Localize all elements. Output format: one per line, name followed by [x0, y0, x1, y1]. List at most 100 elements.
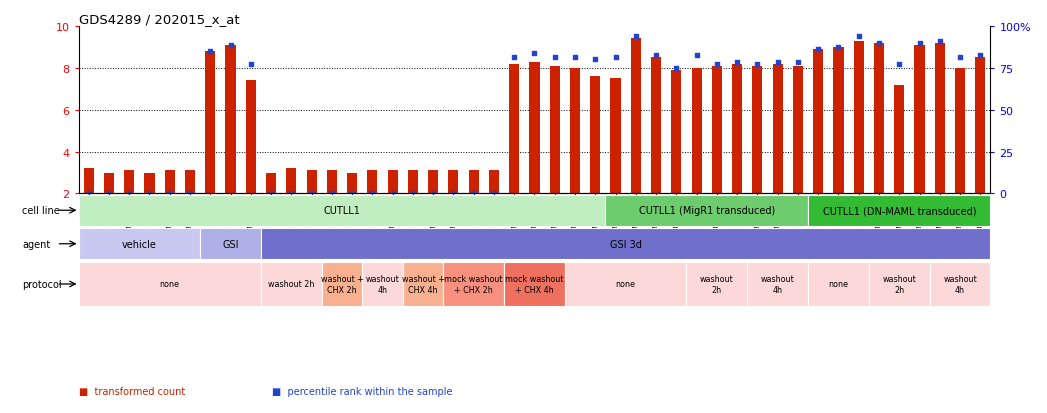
Point	[343, 191, 360, 197]
Bar	[550, 66, 560, 194]
Bar	[367, 171, 377, 194]
Text: CUTLL1: CUTLL1	[324, 206, 360, 216]
Bar	[955, 69, 965, 194]
Bar	[225, 46, 236, 194]
Point	[830, 45, 847, 51]
Bar	[591, 77, 600, 194]
Bar	[853, 41, 864, 194]
Bar	[84, 169, 94, 194]
Point	[627, 34, 644, 40]
Text: washout
2h: washout 2h	[700, 275, 734, 294]
Bar	[504, 263, 565, 306]
Point	[243, 61, 260, 68]
Bar	[125, 171, 134, 194]
Bar	[200, 229, 261, 259]
Bar	[935, 43, 944, 194]
Bar	[930, 263, 990, 306]
Bar	[469, 171, 478, 194]
Bar	[321, 263, 362, 306]
Bar	[79, 263, 261, 306]
Bar	[914, 46, 925, 194]
Point	[648, 53, 665, 59]
Text: GDS4289 / 202015_x_at: GDS4289 / 202015_x_at	[79, 13, 239, 26]
Bar	[753, 66, 762, 194]
Bar	[104, 173, 114, 194]
Point	[161, 191, 178, 197]
Point	[729, 59, 745, 66]
Point	[120, 191, 137, 197]
Point	[789, 59, 806, 66]
Text: CUTLL1 (MigR1 transduced): CUTLL1 (MigR1 transduced)	[639, 206, 775, 216]
Bar	[261, 263, 321, 306]
Point	[283, 191, 299, 197]
Point	[911, 40, 928, 47]
Bar	[565, 263, 687, 306]
Bar	[814, 50, 823, 194]
Point	[181, 191, 198, 197]
Bar	[732, 64, 742, 194]
Bar	[79, 195, 605, 226]
Text: GSI 3d: GSI 3d	[609, 239, 642, 249]
Point	[465, 191, 482, 197]
Bar	[651, 58, 661, 194]
Point	[952, 55, 968, 62]
Bar	[79, 229, 200, 259]
Text: washout +
CHX 4h: washout + CHX 4h	[402, 275, 445, 294]
Bar	[692, 69, 701, 194]
Point	[709, 61, 726, 68]
Text: CUTLL1 (DN-MAML transduced): CUTLL1 (DN-MAML transduced)	[823, 206, 976, 216]
Bar	[164, 171, 175, 194]
Point	[141, 191, 158, 197]
Point	[384, 191, 401, 197]
Point	[891, 61, 908, 68]
Point	[770, 59, 786, 66]
Bar	[347, 173, 357, 194]
Bar	[327, 171, 337, 194]
Point	[81, 191, 97, 197]
Bar	[286, 169, 296, 194]
Point	[506, 55, 522, 62]
Bar	[975, 58, 985, 194]
Bar	[205, 52, 216, 194]
Text: agent: agent	[22, 239, 50, 249]
Point	[668, 65, 685, 72]
Text: none: none	[160, 280, 180, 289]
Point	[871, 40, 888, 47]
Bar	[894, 85, 905, 194]
Text: protocol: protocol	[22, 279, 62, 289]
Bar	[185, 171, 195, 194]
Bar	[712, 66, 722, 194]
Text: mock washout
+ CHX 4h: mock washout + CHX 4h	[506, 275, 563, 294]
Point	[972, 53, 988, 59]
Text: washout +
CHX 2h: washout + CHX 2h	[320, 275, 363, 294]
Point	[749, 61, 765, 68]
Point	[324, 191, 340, 197]
Point	[425, 191, 442, 197]
Bar	[408, 171, 418, 194]
Text: washout
2h: washout 2h	[883, 275, 916, 294]
Text: ■  transformed count: ■ transformed count	[79, 387, 184, 396]
Bar	[671, 71, 682, 194]
Point	[101, 191, 117, 197]
Bar	[605, 195, 808, 226]
Bar	[403, 263, 443, 306]
Point	[607, 55, 624, 62]
Point	[688, 53, 705, 59]
Bar	[687, 263, 748, 306]
Text: none: none	[828, 280, 848, 289]
Bar	[530, 62, 539, 194]
Point	[486, 191, 503, 197]
Bar	[869, 263, 930, 306]
Point	[364, 191, 381, 197]
Text: mock washout
+ CHX 2h: mock washout + CHX 2h	[444, 275, 503, 294]
Point	[445, 191, 462, 197]
Bar	[630, 39, 641, 194]
Bar	[448, 171, 459, 194]
Point	[263, 191, 280, 197]
Bar	[793, 66, 803, 194]
Point	[547, 55, 563, 62]
Point	[222, 43, 239, 49]
Bar	[874, 43, 884, 194]
Text: washout
4h: washout 4h	[761, 275, 795, 294]
Bar	[773, 64, 783, 194]
